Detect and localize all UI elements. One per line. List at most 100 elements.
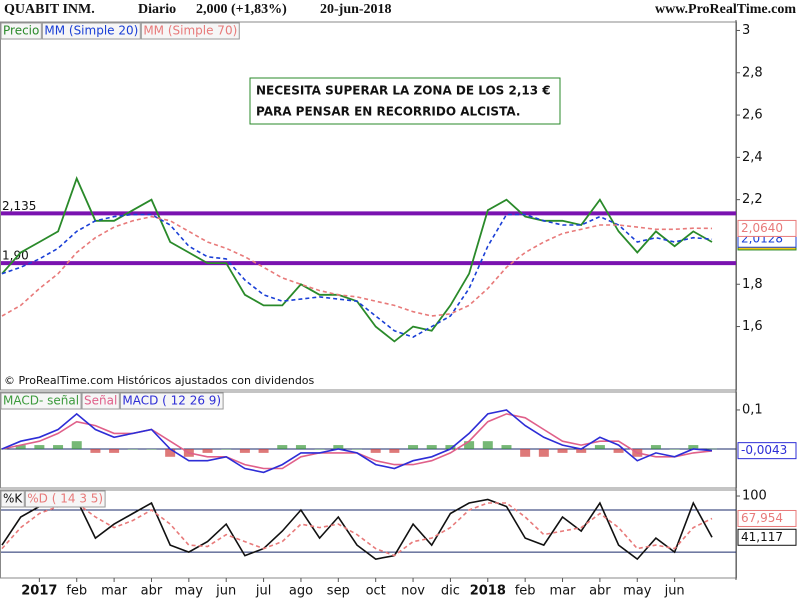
- histogram-bar: [333, 445, 344, 449]
- annotation-text: PARA PENSAR EN RECORRIDO ALCISTA.: [256, 105, 520, 119]
- x-tick-label: jul: [255, 584, 271, 599]
- legend-item: MACD- señal: [0, 392, 82, 410]
- copyright: © ProRealTime.com Históricos ajustados c…: [4, 374, 315, 387]
- y-tick-label: 0,1: [742, 402, 763, 417]
- x-tick-label: 2017: [21, 584, 57, 599]
- legend-box: [119, 392, 224, 410]
- histogram-bar: [352, 448, 362, 450]
- last-value-box: [737, 219, 797, 237]
- y-tick-label: 100: [742, 489, 767, 504]
- histogram-bar: [707, 448, 717, 450]
- legend-item: MACD ( 12 26 9): [119, 392, 224, 410]
- x-tick-label: ago: [289, 584, 313, 599]
- annotation-text: NECESITA SUPERAR LA ZONA DE LOS 2,13 €: [256, 84, 551, 98]
- y-tick-label: 2,2: [742, 192, 763, 207]
- x-tick-label: may: [623, 584, 652, 599]
- last-value-label: 41,117: [741, 530, 783, 544]
- legend-box: [0, 392, 82, 410]
- last-value-tag: 67,954: [737, 509, 797, 527]
- x-tick-label: feb: [515, 584, 536, 599]
- legend-item: Señal: [81, 392, 120, 410]
- series-line: [1, 502, 713, 557]
- histogram-bar: [146, 448, 157, 450]
- histogram-bar: [594, 445, 605, 449]
- histogram-bar: [576, 448, 587, 453]
- legend-item: %D ( 14 3 5): [24, 490, 106, 508]
- histogram-bar: [295, 445, 306, 449]
- last-value-box: [737, 509, 797, 527]
- histogram-bar: [389, 448, 400, 453]
- x-tick-label: 2018: [470, 584, 506, 599]
- last-value-tag: 2,0640: [737, 219, 797, 237]
- site: www.ProRealTime.com: [655, 2, 796, 17]
- last-value-label: 2,0640: [741, 221, 783, 235]
- x-tick-label: nov: [401, 584, 425, 599]
- legend-label: Precio: [3, 24, 39, 38]
- x-tick-label: feb: [66, 584, 87, 599]
- x-tick-label: jun: [664, 584, 685, 599]
- x-tick-label: mar: [101, 584, 128, 599]
- histogram-bar: [165, 448, 176, 457]
- y-tick-label: 3: [742, 23, 750, 38]
- legend-item: MM (Simple 20): [41, 22, 141, 40]
- x-tick-label: oct: [366, 584, 386, 599]
- histogram-bar: [613, 448, 624, 453]
- histogram-bar: [650, 445, 661, 449]
- legend-box: [81, 392, 120, 410]
- histogram-bar: [239, 448, 250, 453]
- histogram-bar: [202, 448, 213, 453]
- histogram-bar: [221, 448, 232, 450]
- histogram-bar: [482, 441, 493, 449]
- histogram-bar: [408, 445, 419, 449]
- legend-label: MACD- señal: [3, 394, 79, 408]
- legend-box: [0, 22, 42, 40]
- histogram-bar: [109, 448, 120, 453]
- last-value-box: [737, 442, 797, 460]
- level-label: 2,135: [2, 199, 36, 213]
- legend-box: [41, 22, 141, 40]
- histogram-bar: [445, 445, 456, 449]
- histogram-bar: [557, 448, 568, 453]
- y-tick-label: 2,4: [742, 150, 763, 165]
- histogram-bar: [15, 445, 26, 449]
- legend-label: MM (Simple 70): [143, 24, 237, 38]
- quote: 2,000 (+1,83%): [196, 2, 287, 17]
- histogram-bar: [426, 445, 437, 449]
- histogram-bar: [277, 445, 288, 449]
- histogram-bar: [464, 441, 475, 449]
- last-value-tag: -0,0043: [737, 442, 797, 460]
- last-value-label: 67,954: [741, 511, 783, 525]
- legend-label: MACD ( 12 26 9): [122, 394, 221, 408]
- histogram-bar: [127, 448, 138, 450]
- last-value-label: -0,0043: [741, 443, 787, 457]
- y-tick-label: 2,6: [742, 108, 763, 123]
- x-tick-label: abr: [589, 584, 611, 599]
- histogram-bar: [314, 448, 325, 450]
- last-value-box: [737, 528, 797, 546]
- legend-label: Señal: [84, 394, 117, 408]
- series-line: [1, 213, 713, 338]
- histogram-bar: [688, 445, 699, 449]
- legend-item: Precio: [0, 22, 42, 40]
- y-tick-label: 1,8: [742, 277, 763, 292]
- x-tick-label: may: [175, 584, 204, 599]
- legend-label: %D ( 14 3 5): [27, 492, 103, 506]
- legend-label: MM (Simple 20): [44, 24, 138, 38]
- legend-box: [140, 22, 240, 40]
- legend-box: [24, 490, 106, 508]
- x-tick-label: dic: [441, 584, 460, 599]
- histogram-bar: [538, 448, 549, 457]
- histogram-bar: [520, 448, 531, 457]
- histogram-bar: [501, 445, 512, 449]
- series-line: [1, 215, 713, 317]
- date: 20-jun-2018: [320, 2, 392, 17]
- series-line: [1, 498, 713, 561]
- histogram-bar: [370, 448, 381, 453]
- histogram-bar: [71, 441, 82, 449]
- period: Diario: [138, 2, 176, 17]
- series-line: [1, 409, 713, 474]
- x-tick-label: mar: [550, 584, 577, 599]
- histogram-bar: [53, 445, 64, 449]
- legend-label: %K: [3, 492, 23, 506]
